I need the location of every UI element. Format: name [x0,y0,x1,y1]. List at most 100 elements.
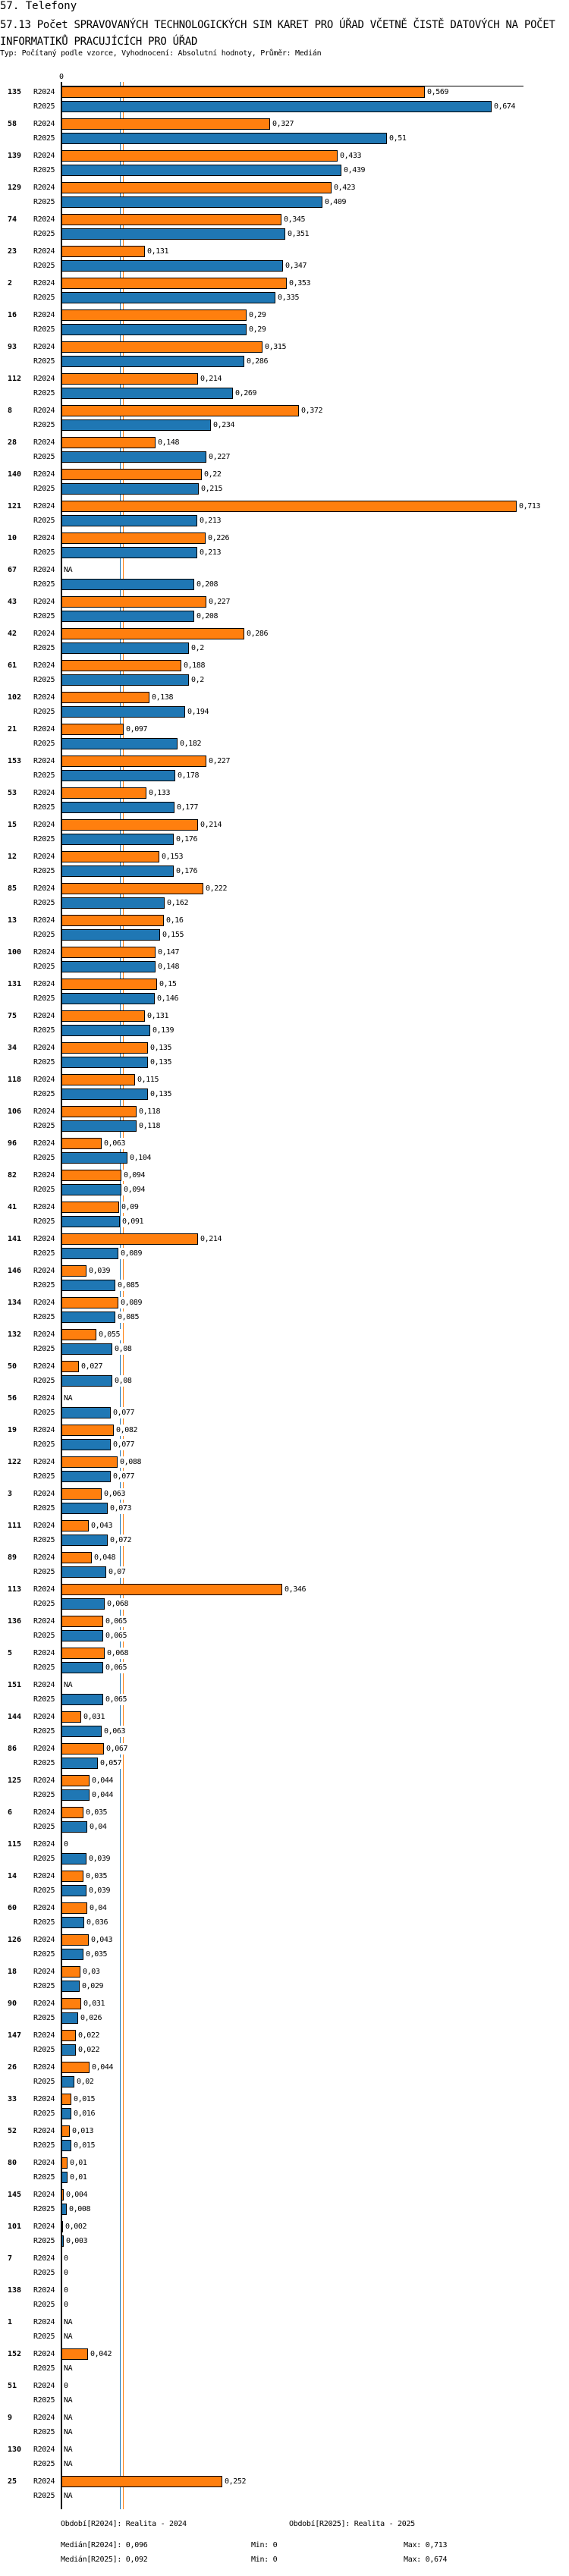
value-label: 0,131 [146,1010,170,1022]
value-label: 0,345 [283,214,307,225]
median-r2024: Medián[R2024]: 0,096 [61,2541,148,2549]
value-label: 0,003 [65,2235,89,2247]
group-label: 8 [8,407,13,415]
value-label: 0,027 [80,1361,104,1372]
series-label: R2025 [33,708,55,716]
value-label: 0,2 [190,674,205,686]
group-label: 43 [8,598,17,606]
value-label: 0,031 [83,1998,106,2009]
bar-r2024 [61,309,247,321]
value-label: 0,353 [288,278,312,289]
bar-r2025 [61,1535,108,1546]
value-label: 0,409 [324,196,347,208]
series-label: R2025 [33,1886,55,1895]
bar-r2025 [61,1662,103,1673]
series-label: R2025 [33,134,55,143]
bar-r2024 [61,1074,135,1085]
group-label: 118 [8,1076,22,1084]
series-label: R2025 [33,262,55,270]
value-label: 0,178 [177,770,200,781]
group-label: 85 [8,884,17,893]
bar-r2025 [61,228,285,240]
value-label: 0,073 [109,1503,133,1514]
value-label: 0,089 [120,1248,143,1259]
group-label: 89 [8,1553,17,1562]
series-label: R2024 [33,343,55,351]
group-label: 23 [8,247,17,256]
bar-r2024 [61,979,157,990]
bar-r2025 [61,1566,106,1578]
series-label: R2024 [33,2254,55,2263]
value-label: 0,214 [200,373,223,385]
group-label: 151 [8,1681,22,1689]
value-label: 0,227 [208,756,231,767]
series-label: R2025 [33,1026,55,1035]
bar-r2024 [61,1584,282,1595]
bar-r2025 [61,579,194,590]
group-label: 111 [8,1522,22,1530]
group-label: 25 [8,2477,17,2486]
bar-r2025 [61,929,160,941]
value-label: 0,16 [165,915,184,926]
bar-r2024 [61,278,287,289]
bar-r2025 [61,101,492,112]
bar-r2025 [61,738,178,749]
series-label: R2024 [33,470,55,479]
series-label: R2024 [33,1012,55,1020]
bar-r2025 [61,2172,68,2183]
bar-r2024 [61,1552,92,1563]
series-label: R2024 [33,1076,55,1084]
legend-period-r2025: Období[R2025]: Realita - 2025 [289,2520,415,2528]
value-label: 0,043 [90,1520,114,1531]
bar-r2024 [61,819,198,831]
series-label: R2024 [33,1362,55,1371]
bar-r2025 [61,961,156,972]
bar-r2024 [61,787,146,799]
series-label: R2025 [33,2492,55,2500]
value-label: 0 [63,2253,69,2264]
series-label: R2025 [33,1154,55,1162]
bar-r2025 [61,834,174,845]
value-label: 0,674 [493,101,517,112]
bar-r2024 [61,1202,119,1213]
value-label: 0,048 [93,1552,117,1563]
series-label: R2024 [33,1872,55,1880]
series-label: R2025 [33,2078,55,2086]
bar-r2024 [61,692,149,703]
value-label: 0,29 [248,309,267,321]
series-label: R2025 [33,1186,55,1194]
value-label: 0,234 [212,419,236,431]
series-label: R2024 [33,980,55,988]
bar-r2025 [61,1917,84,1928]
bar-r2025 [61,483,199,495]
bar-r2024 [61,2348,88,2360]
value-label: NA [63,2444,74,2455]
value-label: 0,2 [190,642,205,654]
value-label: 0,029 [81,1981,105,1992]
series-label: R2025 [33,1409,55,1417]
series-label: R2024 [33,1458,55,1466]
series-label: R2025 [33,1377,55,1385]
value-label: NA [63,2363,74,2374]
value-label: 0,146 [156,993,180,1004]
series-label: R2024 [33,853,55,861]
value-label: 0,065 [105,1616,128,1627]
bar-r2024 [61,1871,83,1882]
bar-r2025 [61,1184,121,1195]
group-label: 134 [8,1299,22,1307]
bar-r2025 [61,2044,76,2056]
series-label: R2025 [33,931,55,939]
group-label: 50 [8,1362,17,1371]
value-label: 0,004 [65,2189,89,2201]
bar-r2025 [61,451,206,463]
series-label: R2024 [33,821,55,829]
min-r2025: Min: 0 [251,2556,278,2564]
series-label: R2025 [33,2269,55,2277]
series-label: R2025 [33,2141,55,2150]
value-label: 0,072 [109,1535,133,1546]
value-label: 0 [63,2267,69,2279]
group-label: 9 [8,2414,13,2422]
value-label: 0,063 [103,1726,127,1737]
bar-r2024 [61,756,206,767]
